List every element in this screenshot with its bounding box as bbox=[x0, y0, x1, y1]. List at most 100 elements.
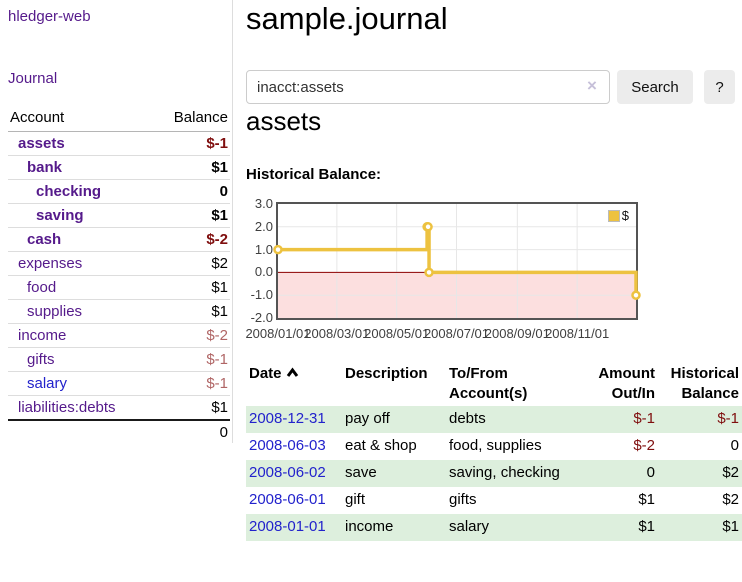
register-cell-date: 2008-01-01 bbox=[246, 514, 342, 541]
register-cell-amount: $1 bbox=[582, 514, 658, 541]
account-balance: $-1 bbox=[152, 371, 230, 396]
account-link[interactable]: expenses bbox=[18, 255, 83, 272]
register-cell-date: 2008-06-02 bbox=[246, 460, 342, 487]
clear-search-icon[interactable]: × bbox=[587, 76, 597, 95]
account-row: saving $1 bbox=[8, 203, 230, 228]
account-row: food $1 bbox=[8, 275, 230, 300]
register-cell-description: income bbox=[342, 514, 446, 541]
account-row: supplies $1 bbox=[8, 299, 230, 324]
page-title: sample.journal bbox=[246, 1, 448, 36]
register-table-body: 2008-12-31 pay off debts $-1 $-1 2008-06-03 ea… bbox=[246, 406, 742, 541]
account-balance: $1 bbox=[152, 155, 230, 180]
sidebar-divider bbox=[232, 0, 233, 443]
register-row: 2008-01-01 income salary $1 $1 bbox=[246, 514, 742, 541]
register-cell-balance: 0 bbox=[730, 437, 739, 454]
register-cell-balance: $1 bbox=[658, 514, 742, 541]
y-axis-tick-label: 1.0 bbox=[254, 241, 273, 257]
register-cell-date: 2008-12-31 bbox=[246, 406, 342, 433]
account-balance: $1 bbox=[152, 299, 230, 324]
account-balance: $-1 bbox=[152, 347, 230, 372]
account-link[interactable]: checking bbox=[36, 183, 102, 200]
transaction-date-link[interactable]: 2008-01-01 bbox=[249, 518, 326, 535]
register-cell-accounts: debts bbox=[446, 406, 582, 433]
account-row: salary $-1 bbox=[8, 371, 230, 396]
search-input[interactable] bbox=[246, 70, 610, 104]
account-balance: $1 bbox=[152, 395, 230, 421]
register-header-date[interactable]: Date bbox=[246, 362, 342, 406]
register-cell-balance: $-1 bbox=[658, 406, 742, 433]
register-table: Date Description To/From Account(s) Amou… bbox=[246, 362, 742, 541]
account-link[interactable]: income bbox=[18, 327, 67, 344]
sort-ascending-icon bbox=[286, 364, 299, 384]
main-content: sample.journal × Search ? assets Histori… bbox=[245, 0, 742, 582]
account-link[interactable]: cash bbox=[27, 231, 62, 248]
nav-journal-link[interactable]: Journal bbox=[8, 70, 58, 87]
account-link[interactable]: assets bbox=[18, 135, 65, 152]
register-row: 2008-06-01 gift gifts $1 $2 bbox=[246, 487, 742, 514]
account-row: cash $-2 bbox=[8, 227, 230, 252]
transaction-date-link[interactable]: 2008-12-31 bbox=[249, 410, 326, 427]
register-cell-description: gift bbox=[345, 491, 366, 508]
help-button[interactable]: ? bbox=[704, 70, 735, 104]
register-cell-balance: $2 bbox=[658, 460, 742, 487]
transaction-date-link[interactable]: 2008-06-01 bbox=[249, 491, 326, 508]
register-cell-amount: $-2 bbox=[633, 437, 655, 454]
register-cell-date: 2008-06-03 bbox=[246, 433, 342, 460]
register-cell-description: pay off bbox=[342, 406, 446, 433]
account-link[interactable]: liabilities:debts bbox=[18, 399, 116, 416]
register-cell-amount: 0 bbox=[582, 460, 658, 487]
account-row: gifts $-1 bbox=[8, 347, 230, 372]
y-axis-tick-label: -2.0 bbox=[250, 310, 273, 325]
register-row: 2008-12-31 pay off debts $-1 $-1 bbox=[246, 406, 742, 433]
register-header-description: Description bbox=[345, 365, 428, 382]
account-link[interactable]: salary bbox=[27, 375, 68, 392]
account-balance: $1 bbox=[152, 203, 230, 228]
y-axis-tick-label: 3.0 bbox=[254, 196, 273, 211]
register-cell-balance: $2 bbox=[722, 491, 739, 508]
accounts-header-account: Account bbox=[8, 106, 153, 132]
account-row: income $-2 bbox=[8, 323, 230, 348]
account-balance: $-1 bbox=[152, 131, 230, 156]
legend-label: $ bbox=[621, 208, 629, 223]
register-cell-accounts: saving, checking bbox=[446, 460, 582, 487]
account-balance: $1 bbox=[152, 275, 230, 300]
register-row: 2008-06-03 eat & shop food, supplies $-2 0 bbox=[246, 433, 742, 460]
account-row: liabilities:debts $1 bbox=[8, 395, 230, 421]
account-link[interactable]: gifts bbox=[27, 351, 55, 368]
search-button[interactable]: Search bbox=[617, 70, 693, 104]
register-cell-description: save bbox=[342, 460, 446, 487]
account-row: bank $1 bbox=[8, 155, 230, 180]
account-link[interactable]: bank bbox=[27, 159, 63, 176]
account-balance: $-2 bbox=[152, 227, 230, 252]
brand-link[interactable]: hledger-web bbox=[8, 8, 91, 25]
accounts-table-body: assets $-1 bank $1 checking 0 saving $1 cash $-2 e… bbox=[8, 131, 230, 421]
x-axis-tick-label: 2008/01/01 bbox=[245, 326, 311, 341]
x-axis-tick-label: 2008/05/01 bbox=[364, 326, 430, 341]
chart-plot-area[interactable]: $ bbox=[273, 202, 641, 320]
x-axis-tick-label: 2008/11/01 bbox=[545, 326, 610, 341]
register-cell-amount: $-1 bbox=[582, 406, 658, 433]
account-balance: $2 bbox=[152, 251, 230, 276]
transaction-date-link[interactable]: 2008-06-03 bbox=[249, 437, 326, 454]
register-row: 2008-06-02 save saving, checking 0 $2 bbox=[246, 460, 742, 487]
register-cell-accounts: salary bbox=[446, 514, 582, 541]
register-header-amount: Amount Out/In bbox=[598, 365, 655, 402]
transaction-date-link[interactable]: 2008-06-02 bbox=[249, 464, 326, 481]
account-balance: $-2 bbox=[152, 323, 230, 348]
y-axis-tick-label: 2.0 bbox=[254, 218, 273, 234]
historical-balance-chart[interactable]: $ 3.0 2.0 1.0 0.0 -1.0 -2.0 2008/01/01 2008/03/… bbox=[245, 196, 706, 344]
accounts-header-balance: Balance bbox=[152, 106, 230, 132]
accounts-total-row: 0 bbox=[8, 420, 230, 444]
chart-svg bbox=[273, 204, 641, 318]
account-row: checking 0 bbox=[8, 179, 230, 204]
register-cell-accounts: food, supplies bbox=[449, 437, 542, 454]
account-link[interactable]: saving bbox=[36, 207, 84, 224]
account-row: expenses $2 bbox=[8, 251, 230, 276]
account-link[interactable]: food bbox=[27, 279, 57, 296]
account-heading: assets bbox=[246, 106, 322, 136]
accounts-total-value: 0 bbox=[219, 424, 228, 441]
account-link[interactable]: supplies bbox=[27, 303, 83, 320]
account-row: assets $-1 bbox=[8, 131, 230, 156]
register-cell-date: 2008-06-01 bbox=[246, 487, 342, 514]
chart-legend: $ bbox=[605, 207, 631, 224]
